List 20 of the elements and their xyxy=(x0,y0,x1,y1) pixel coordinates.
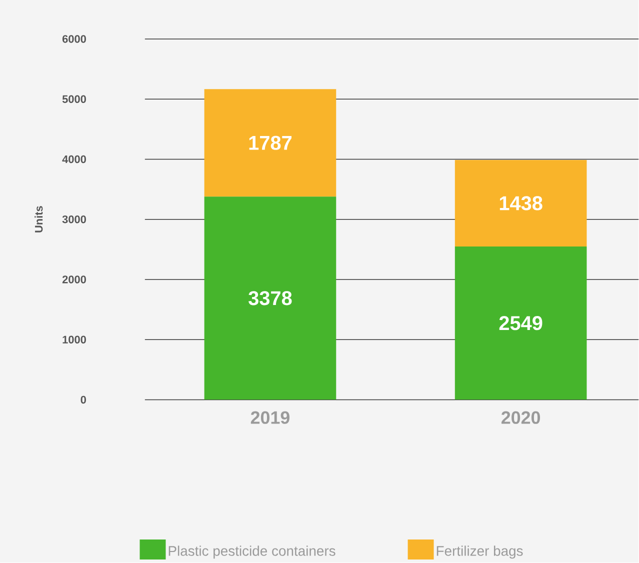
y-tick-label: 6000 xyxy=(62,35,86,44)
y-tick-label: 4000 xyxy=(62,156,86,164)
y-tick-label: 3000 xyxy=(62,216,86,224)
bar xyxy=(204,89,336,197)
y-axis-title: Units xyxy=(34,206,43,233)
x-tick-label: 2020 xyxy=(502,411,540,424)
data-label: 3378 xyxy=(248,291,292,306)
data-label: 1438 xyxy=(500,196,542,210)
y-tick-label: 1000 xyxy=(62,336,86,344)
y-tick-label: 2000 xyxy=(62,276,86,284)
data-label: 2549 xyxy=(499,316,542,330)
bar xyxy=(204,196,336,400)
legend-label: Plastic pesticide containers xyxy=(168,546,336,559)
x-tick-label: 2019 xyxy=(250,411,290,424)
legend-label: Fertilizer bags xyxy=(436,546,523,559)
y-tick-label: 5000 xyxy=(62,95,86,104)
y-tick-label: 0 xyxy=(80,396,86,404)
bar xyxy=(454,160,587,247)
data-label: 1787 xyxy=(249,136,292,150)
bar xyxy=(454,246,587,400)
